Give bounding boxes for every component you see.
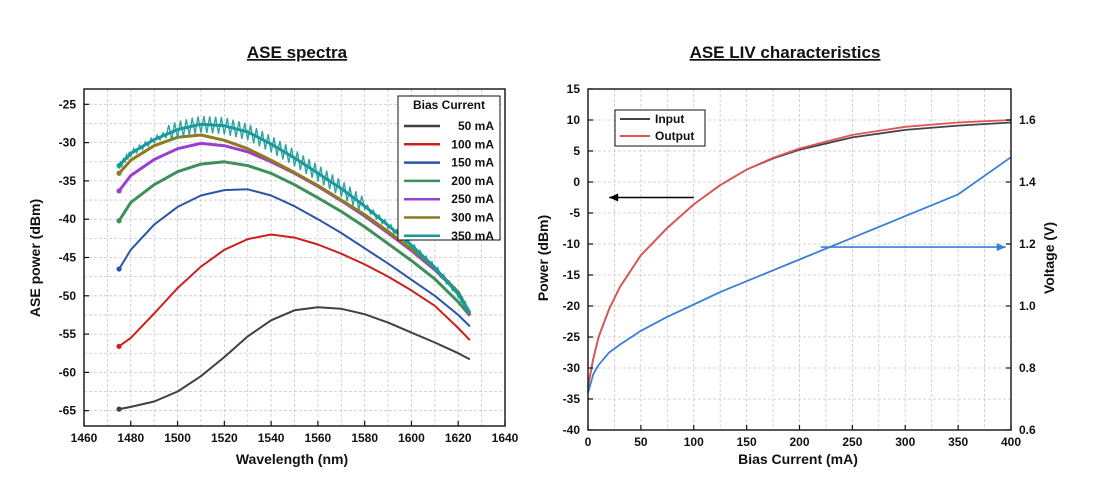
y-axis-label: ASE power (dBm): [27, 199, 43, 317]
series-line-output: [587, 119, 1012, 387]
x-axis-label: Wavelength (nm): [236, 451, 348, 467]
series-lines: [116, 115, 472, 412]
series-line-100-ma: [118, 233, 471, 348]
series-start-marker: [116, 170, 122, 176]
legend: Bias Current 50 mA 100 mA 150 mA 200 mA 250 …: [397, 95, 501, 243]
series-line-50-ma: [118, 306, 471, 411]
series-start-marker: [116, 218, 122, 224]
y-tick-label: -65: [59, 404, 77, 418]
annotation-arrows: [609, 193, 1006, 252]
x-tick-label: 100: [684, 435, 704, 449]
legend: Input Output: [614, 109, 706, 147]
series-start-marker: [116, 266, 122, 272]
legend-box: [614, 109, 706, 147]
y-tick-label: 5: [573, 144, 580, 158]
x-tick-label: 1540: [258, 431, 285, 445]
y2-tick-label: 1.0: [1019, 299, 1036, 313]
legend-title: Bias Current: [413, 98, 485, 112]
y-tick-label: -40: [59, 212, 77, 226]
x-tick-label: 1480: [117, 431, 144, 445]
y-tick-label: -20: [563, 299, 581, 313]
y2-tick-label: 1.6: [1019, 113, 1036, 127]
x-tick-label: 50: [634, 435, 648, 449]
axis-ticks: 0 50 100 150 200 250 300 350 400151050-5-10-15-2…: [563, 82, 1036, 449]
legend-label: Output: [655, 129, 694, 143]
series-line-voltage: [587, 156, 1012, 394]
legend-label: 300 mA: [451, 211, 494, 225]
series-line-300-ma: [117, 133, 472, 315]
x-tick-label: 200: [789, 435, 809, 449]
y-tick-label: -30: [563, 361, 581, 375]
chart-title: ASE spectra: [247, 43, 348, 62]
y-tick-label: 0: [573, 175, 580, 189]
y-tick-label: -55: [59, 327, 77, 341]
legend-label: 150 mA: [451, 156, 494, 170]
x-tick-label: 1640: [492, 431, 519, 445]
y-tick-label: -5: [569, 206, 580, 220]
chart-title: ASE LIV characteristics: [690, 43, 881, 62]
y2-tick-label: 0.6: [1019, 423, 1036, 437]
y2-tick-label: 1.2: [1019, 237, 1036, 251]
axis-ticks: 1460 1480 1500 1520 1540 1560 1580 1600 1620 1640…: [59, 97, 519, 445]
y-tick-label: -25: [59, 97, 77, 111]
y2-axis-label: Voltage (V): [1041, 222, 1057, 294]
y-tick-label: 15: [567, 82, 581, 96]
x-tick-label: 0: [585, 435, 592, 449]
series-start-marker: [116, 188, 122, 194]
x-axis-label: Bias Current (mA): [738, 451, 858, 467]
x-tick-label: 300: [895, 435, 915, 449]
x-tick-label: 1580: [351, 431, 378, 445]
y-tick-label: -15: [563, 268, 581, 282]
y-tick-label: -25: [563, 330, 581, 344]
y-tick-label: 10: [567, 113, 581, 127]
y2-tick-label: 1.4: [1019, 175, 1036, 189]
legend-label: 50 mA: [458, 119, 494, 133]
series-noise-350-ma: [118, 115, 470, 314]
series-start-marker: [116, 406, 122, 412]
x-tick-label: 1500: [164, 431, 191, 445]
x-tick-label: 150: [737, 435, 757, 449]
y2-tick-label: 0.8: [1019, 361, 1036, 375]
series-line-150-ma: [118, 188, 471, 328]
x-tick-label: 1560: [305, 431, 332, 445]
y-tick-label: -45: [59, 251, 77, 265]
arrow-head: [996, 243, 1006, 252]
y-tick-label: -10: [563, 237, 581, 251]
legend-label: 100 mA: [451, 137, 494, 151]
y-tick-label: -35: [59, 174, 77, 188]
y-axis-label: Power (dBm): [535, 215, 551, 301]
legend-box: [397, 95, 501, 241]
y-tick-label: -30: [59, 136, 77, 150]
legend-label: Input: [655, 112, 684, 126]
series-line-200-ma: [117, 160, 472, 317]
x-tick-label: 350: [948, 435, 968, 449]
x-tick-label: 250: [842, 435, 862, 449]
x-tick-label: 400: [1001, 435, 1021, 449]
x-tick-label: 1600: [398, 431, 425, 445]
series-start-marker: [116, 343, 122, 349]
y-tick-label: -50: [59, 289, 77, 303]
y-tick-label: -60: [59, 365, 77, 379]
legend-label: 200 mA: [451, 174, 494, 188]
y-tick-label: -40: [563, 423, 581, 437]
legend-label: 250 mA: [451, 192, 494, 206]
y-tick-label: -35: [563, 392, 581, 406]
x-tick-label: 1620: [445, 431, 472, 445]
chart-ase-liv: ASE LIV characteristics 0 50 100 150 200 250 3…: [535, 43, 1057, 467]
x-tick-label: 1520: [211, 431, 238, 445]
arrow-head: [609, 193, 619, 202]
chart-ase-spectra: ASE spectra 1460 1480 1500 1520 1540 1560 1580…: [27, 43, 519, 467]
series-lines: [587, 119, 1012, 394]
x-tick-label: 1460: [71, 431, 98, 445]
legend-label: 350 mA: [451, 229, 494, 243]
